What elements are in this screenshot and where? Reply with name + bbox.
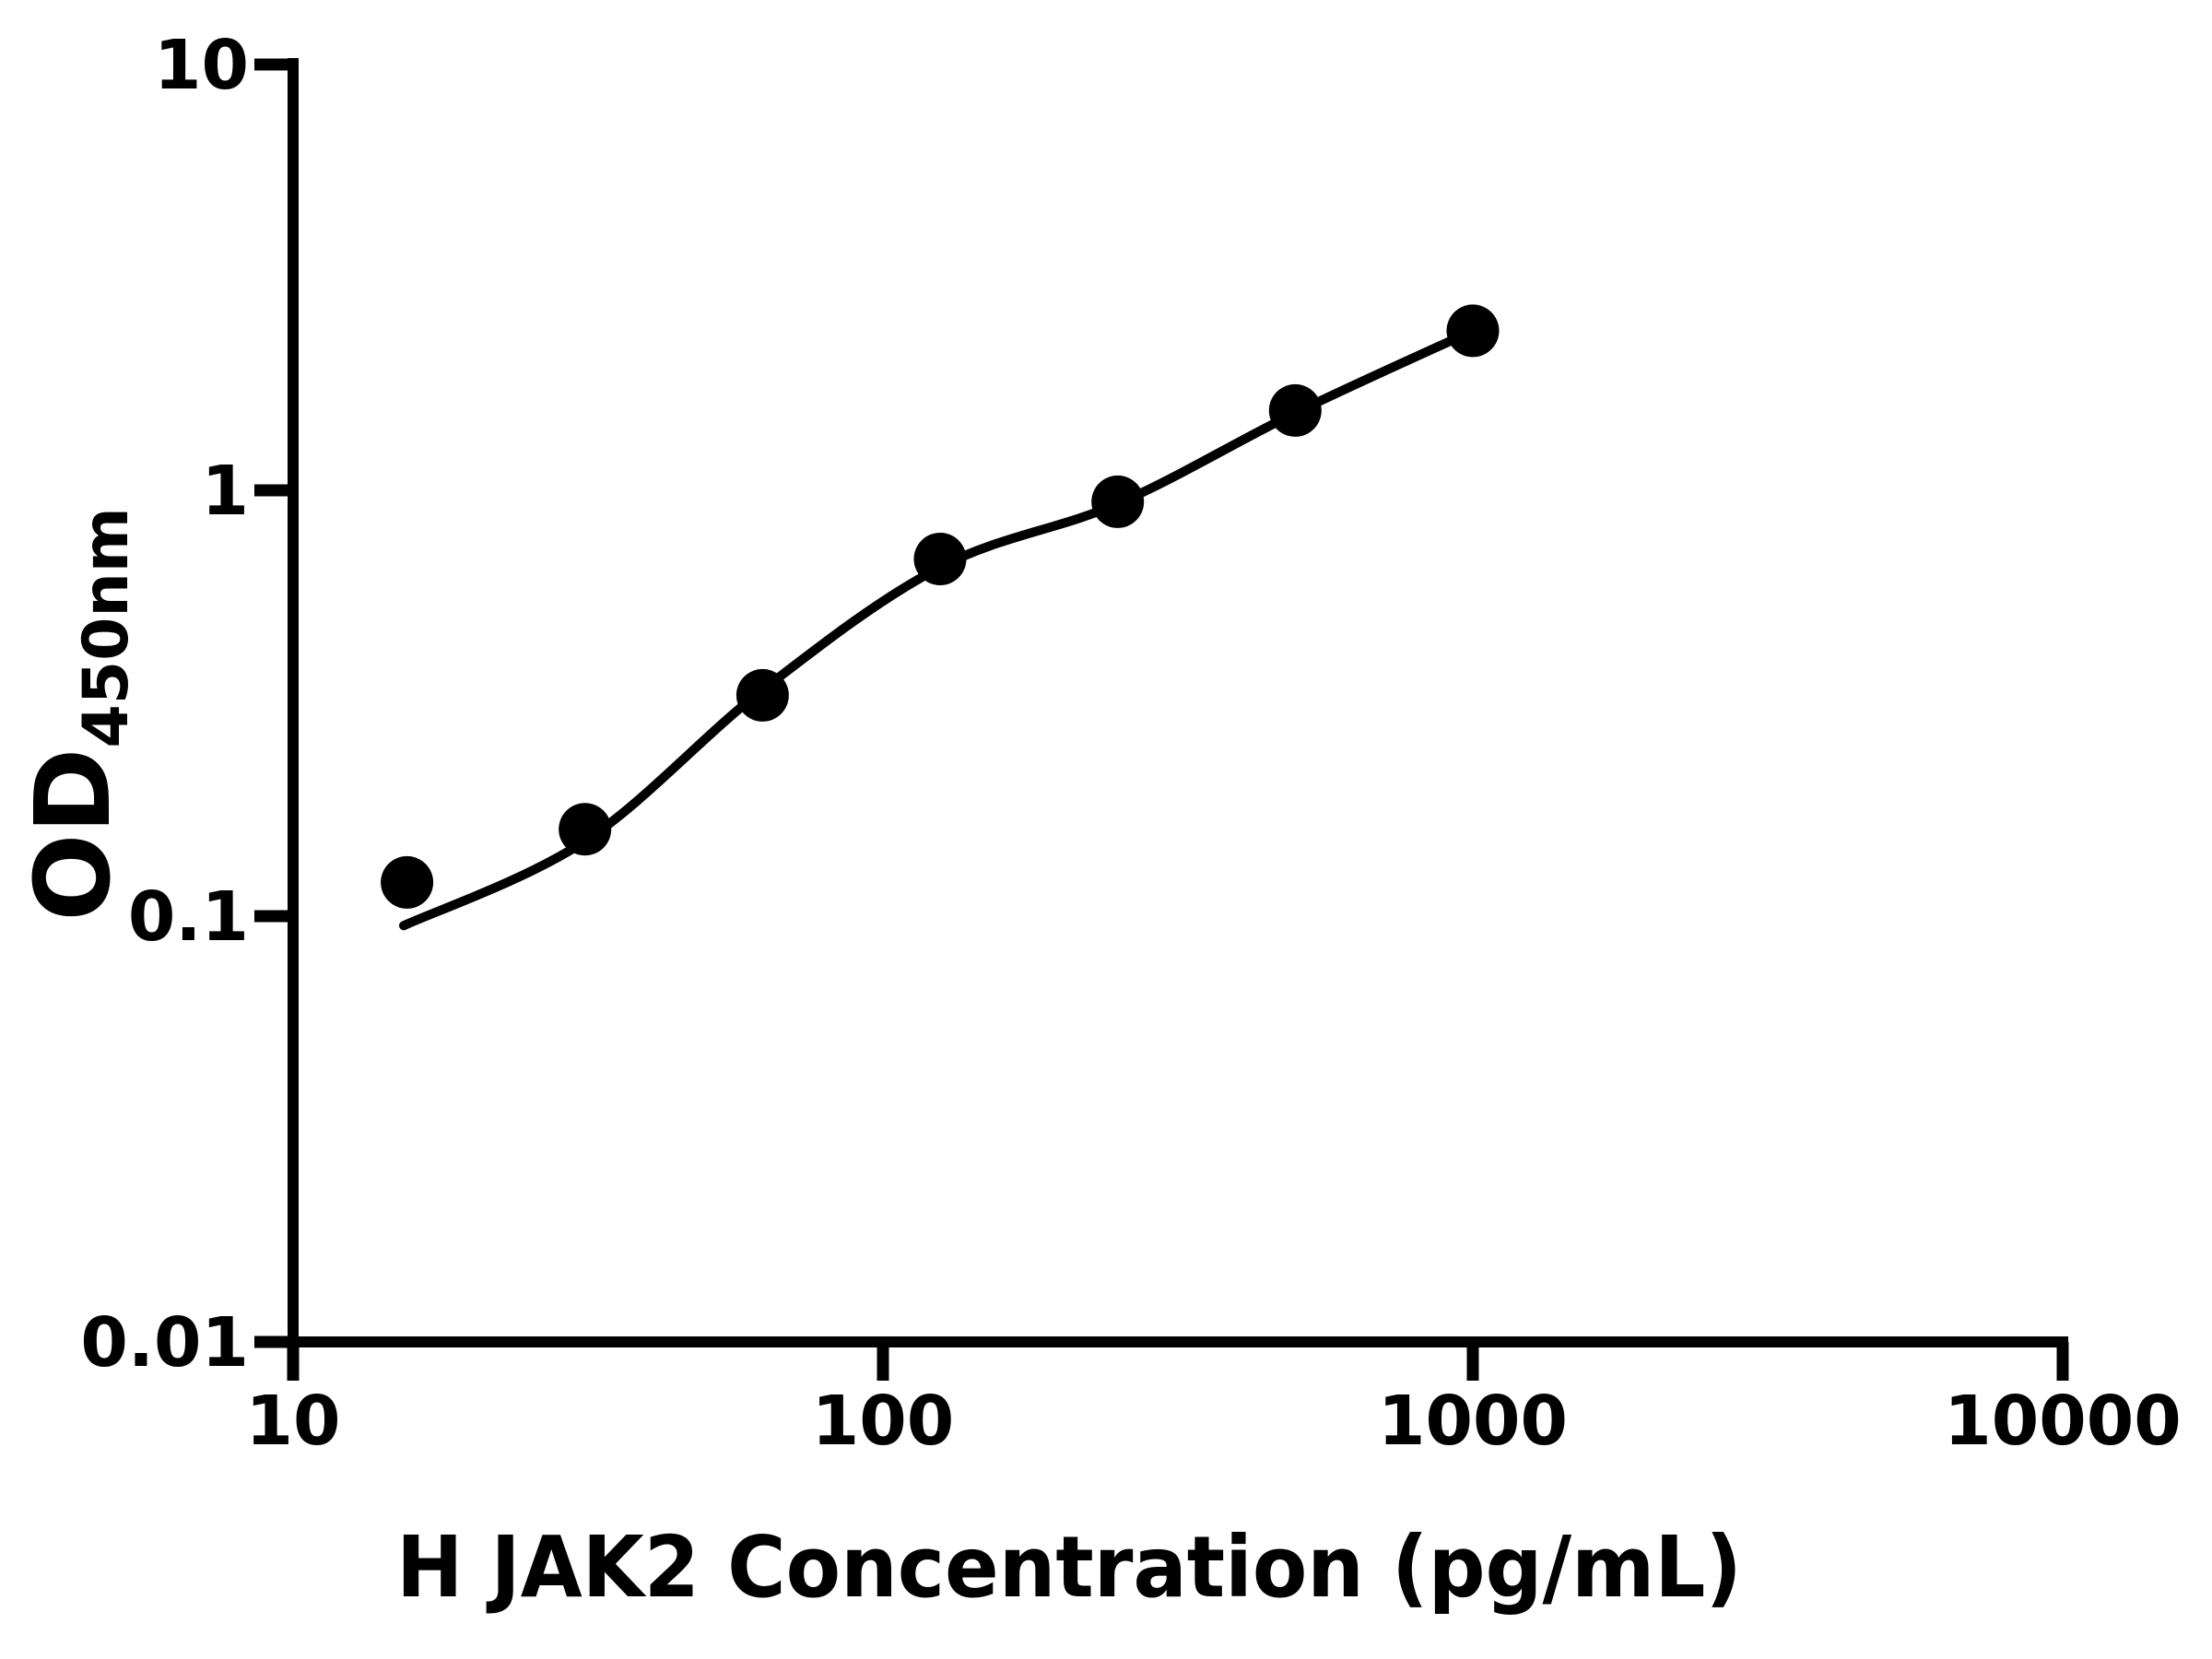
y-axis-title-main: OD — [14, 748, 134, 922]
x-tick-marks — [287, 1342, 2069, 1381]
x-tick-labels: 10 100 1000 10000 — [246, 1382, 2182, 1461]
data-point — [913, 533, 967, 585]
axes — [288, 58, 2068, 1347]
x-tick-label: 10000 — [1944, 1382, 2181, 1461]
data-point — [735, 668, 789, 722]
data-point — [1446, 304, 1500, 358]
x-tick-label: 10 — [246, 1382, 341, 1461]
x-axis-title: H JAK2 Concentration (pg/mL) — [396, 1518, 1742, 1617]
x-tick-label: 1000 — [1378, 1382, 1568, 1461]
data-points — [381, 304, 1500, 909]
y-axis-title-subscript: 450nm — [70, 507, 143, 747]
y-tick-label: 10 — [154, 26, 249, 105]
x-tick-label: 100 — [812, 1382, 954, 1461]
y-tick-label: 0.1 — [128, 877, 249, 957]
y-tick-label: 1 — [202, 452, 250, 531]
data-point — [1268, 383, 1322, 437]
y-tick-marks — [254, 58, 293, 1348]
y-axis-title: OD450nm — [14, 507, 143, 921]
data-point — [1091, 475, 1145, 528]
y-tick-labels: 10 1 0.1 0.01 — [80, 26, 249, 1382]
y-tick-label: 0.01 — [80, 1303, 249, 1382]
data-point — [559, 803, 612, 856]
data-point — [381, 855, 434, 909]
